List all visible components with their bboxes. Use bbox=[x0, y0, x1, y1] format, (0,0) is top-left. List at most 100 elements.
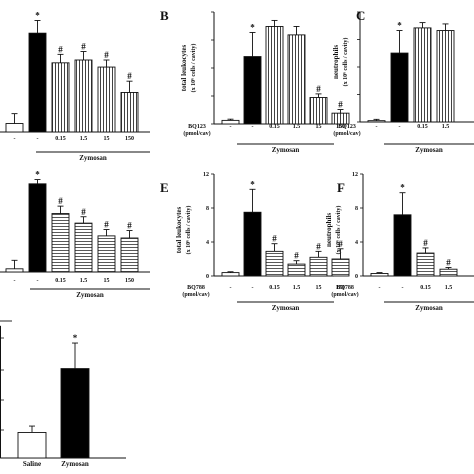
y-axis-unit-e: (x 10⁶ cells / cavity) bbox=[185, 206, 192, 255]
agent-label-b: BQ123 bbox=[188, 124, 206, 130]
bar-d-4 bbox=[97, 235, 116, 273]
sig-marker-b-1: * bbox=[250, 22, 255, 32]
category-label-d-3: 1.5 bbox=[80, 278, 88, 284]
bar-e-3 bbox=[287, 263, 306, 277]
y-axis-label-c: neutrophils bbox=[332, 45, 340, 79]
y-tick-label-f-2: 8 bbox=[355, 206, 358, 212]
category-label-g-0: Saline bbox=[23, 460, 41, 468]
panel-letter-c: C bbox=[356, 8, 365, 23]
category-label-d-4: 15 bbox=[104, 278, 110, 284]
agent-unit-e: (pmol/cav) bbox=[182, 291, 209, 298]
sig-marker-e-2: # bbox=[272, 234, 277, 244]
category-label-b-4: 15 bbox=[316, 124, 322, 130]
bar-c-1 bbox=[390, 52, 409, 123]
agent-label-f: BQ788 bbox=[336, 285, 354, 291]
group-label-e: Zymosan bbox=[272, 304, 300, 312]
category-label-c-0: - bbox=[376, 124, 378, 130]
category-label-b-0: - bbox=[230, 124, 232, 130]
agent-label-c: BQ123 bbox=[338, 124, 356, 130]
category-label-a-0: - bbox=[14, 136, 16, 142]
category-label-e-4: 15 bbox=[316, 285, 322, 291]
panel-letter-e: E bbox=[160, 180, 169, 195]
y-tick-label-e-0: 0 bbox=[206, 274, 209, 280]
category-label-a-4: 15 bbox=[104, 136, 110, 142]
category-label-g-1: Zymosan bbox=[61, 460, 89, 468]
sig-marker-a-3: # bbox=[81, 42, 86, 52]
bar-d-2 bbox=[51, 213, 70, 273]
bar-a-0 bbox=[5, 123, 24, 133]
sig-marker-d-4: # bbox=[104, 220, 109, 230]
y-tick-label-e-3: 12 bbox=[203, 172, 209, 178]
category-label-a-2: 0.15 bbox=[55, 136, 66, 142]
category-label-d-1: - bbox=[37, 278, 39, 284]
sig-marker-d-2: # bbox=[58, 196, 63, 206]
bar-b-1 bbox=[243, 56, 262, 125]
sig-marker-a-4: # bbox=[104, 50, 109, 60]
sig-marker-b-4: # bbox=[316, 84, 321, 94]
bar-e-1 bbox=[243, 211, 262, 277]
category-label-d-0: - bbox=[14, 278, 16, 284]
category-label-a-3: 1.5 bbox=[80, 136, 88, 142]
category-label-c-3: 1.5 bbox=[442, 124, 450, 130]
panel-g: Saline * Zymosan bbox=[0, 320, 126, 468]
category-label-e-5: 150 bbox=[336, 285, 345, 291]
category-label-f-2: 0.15 bbox=[420, 285, 431, 291]
y-tick-label-f-3: 12 bbox=[352, 172, 358, 178]
y-axis-unit-f: (x 10⁶ cells / cavity) bbox=[335, 206, 342, 255]
bar-c-3 bbox=[436, 30, 455, 123]
sig-marker-g-1: * bbox=[73, 333, 78, 343]
category-label-e-0: - bbox=[230, 285, 232, 291]
sig-marker-a-1: * bbox=[35, 10, 40, 20]
bar-c-0 bbox=[367, 120, 386, 123]
category-label-f-1: - bbox=[402, 285, 404, 291]
category-label-a-5: 150 bbox=[125, 136, 134, 142]
sig-marker-c-1: * bbox=[397, 21, 402, 31]
bar-a-4 bbox=[97, 66, 116, 133]
sig-marker-d-3: # bbox=[81, 207, 86, 217]
group-label-c: Zymosan bbox=[415, 146, 443, 154]
agent-unit-c: (pmol/cav) bbox=[333, 130, 360, 137]
bar-g-1 bbox=[60, 368, 90, 459]
bar-b-5 bbox=[331, 112, 350, 125]
group-label-a: Zymosan bbox=[79, 154, 107, 162]
y-axis-unit-c: (x 10⁶ cells / cavity) bbox=[342, 38, 349, 87]
bar-a-5 bbox=[120, 92, 139, 133]
bar-b-2 bbox=[265, 26, 284, 125]
category-label-d-2: 0.15 bbox=[55, 278, 66, 284]
bar-b-3 bbox=[287, 34, 306, 125]
bar-f-3 bbox=[439, 268, 458, 277]
bar-f-1 bbox=[393, 214, 412, 277]
bar-f-2 bbox=[416, 252, 435, 277]
sig-marker-e-5: # bbox=[338, 239, 343, 249]
category-label-b-1: - bbox=[252, 124, 254, 130]
bar-a-2 bbox=[51, 62, 70, 133]
category-label-e-2: 0.15 bbox=[269, 285, 280, 291]
sig-marker-a-5: # bbox=[127, 71, 132, 81]
bar-b-4 bbox=[309, 97, 328, 125]
agent-label-e: BQ788 bbox=[187, 285, 205, 291]
category-label-b-2: 0.15 bbox=[269, 124, 280, 130]
bar-g-0 bbox=[17, 432, 47, 459]
y-tick-label-e-1: 4 bbox=[206, 240, 209, 246]
bar-a-1 bbox=[28, 32, 47, 133]
y-axis-label-b: total leukocytes bbox=[180, 44, 188, 91]
category-label-a-1: - bbox=[37, 136, 39, 142]
category-label-f-3: 1.5 bbox=[445, 285, 453, 291]
sig-marker-d-1: * bbox=[35, 170, 40, 180]
category-label-e-1: - bbox=[252, 285, 254, 291]
category-label-c-2: 0.15 bbox=[417, 124, 428, 130]
panel-d: - * - #0.15 #1.5 #15 #150 Zymosan bbox=[0, 170, 150, 299]
bar-d-1 bbox=[28, 183, 47, 273]
y-axis-label-f: neutrophils bbox=[325, 213, 333, 247]
bar-f-0 bbox=[370, 273, 389, 277]
panel-a: - * - #0.15 #1.5 #15 #150 Zymosan bbox=[0, 10, 150, 162]
agent-unit-f: (pmol/cav) bbox=[331, 291, 358, 298]
category-label-e-3: 1.5 bbox=[293, 285, 301, 291]
y-axis-unit-b: (x 10⁶ cells / cavity) bbox=[190, 44, 197, 93]
group-label-b: Zymosan bbox=[272, 146, 300, 154]
sig-marker-e-4: # bbox=[316, 241, 321, 251]
y-tick-label-e-2: 8 bbox=[206, 206, 209, 212]
